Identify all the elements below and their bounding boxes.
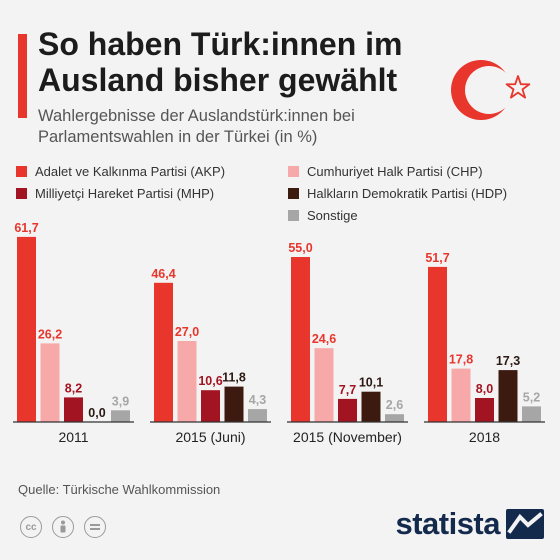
brand-name: statista [395,506,500,541]
crescent-star-icon [451,60,531,120]
license-icons: cc [20,516,106,538]
bar-chart: 61,7 26,2 8,2 0,0 3,9 2011 46,4 27,0 10,6 11,84,3… [13,221,545,445]
statista-mark-icon [506,509,544,539]
bar-sonstige-3 [522,406,541,422]
legend-swatch-hdp [288,188,299,199]
bar-sonstige-2 [385,414,404,422]
bar-chp-2 [314,348,334,422]
data-label-mhp-2: 7,7 [339,383,356,397]
data-label-sonstige-0: 3,9 [112,394,129,408]
legend-label-hdp: Halkların Demokratik Partisi (HDP) [307,186,508,201]
legend-label-mhp: Milliyetçi Hareket Partisi (MHP) [35,186,215,201]
legend-item-sonstige: Sonstige [288,208,358,223]
bar-sonstige-1 [248,409,267,422]
bar-akp-2 [291,257,310,422]
bar-mhp-0 [64,397,83,422]
data-label-mhp-1: 10,6 [198,374,222,388]
bar-akp-3 [428,266,447,422]
nd-icon[interactable] [84,516,106,538]
cc-icon[interactable]: cc [20,516,42,538]
data-label-hdp-2: 10,1 [359,376,383,390]
legend-label-akp: Adalet ve Kalkınma Partisi (AKP) [35,164,226,179]
bar-akp-0 [17,236,36,422]
x-tick-label-3: 2018 [469,429,500,445]
title-accent-bar [18,34,27,118]
bar-sonstige-0 [111,410,130,422]
data-label-mhp-3: 8,0 [476,382,493,396]
bar-hdp-3 [498,370,518,422]
legend-item-chp: Cumhuriyet Halk Partisi (CHP) [288,164,483,179]
data-label-chp-0: 26,2 [38,327,62,341]
source-note: Quelle: Türkische Wahlkommission [18,482,221,497]
data-label-akp-3: 51,7 [425,251,449,265]
data-label-hdp-0: 0,0 [88,406,105,420]
x-tick-label-1: 2015 (Juni) [175,429,245,445]
legend-swatch-chp [288,166,299,177]
chart-legend: Adalet ve Kalkınma Partisi (AKP) Milliye… [16,164,556,234]
data-label-akp-1: 46,4 [151,267,175,281]
legend-label-sonstige: Sonstige [307,208,358,223]
by-icon[interactable] [52,516,74,538]
x-tick-label-0: 2011 [58,429,88,445]
bar-mhp-3 [475,398,494,422]
data-label-akp-0: 61,7 [14,221,38,235]
data-label-akp-2: 55,0 [288,241,312,255]
legend-item-mhp: Milliyetçi Hareket Partisi (MHP) [16,186,214,201]
statista-logo[interactable]: statista [395,506,544,542]
data-label-chp-1: 27,0 [175,325,199,339]
data-label-chp-3: 17,8 [449,353,473,367]
x-tick-label-2: 2015 (November) [293,429,402,445]
legend-item-akp: Adalet ve Kalkınma Partisi (AKP) [16,164,225,179]
legend-swatch-sonstige [288,210,299,221]
data-label-mhp-0: 8,2 [65,381,82,395]
bar-mhp-1 [201,390,220,422]
legend-label-chp: Cumhuriyet Halk Partisi (CHP) [307,164,483,179]
bar-akp-1 [154,282,173,422]
data-label-hdp-1: 11,8 [222,371,246,385]
bar-chp-1 [177,341,197,422]
legend-swatch-mhp [16,188,27,199]
data-label-sonstige-1: 4,3 [249,393,266,407]
data-label-hdp-3: 17,3 [496,354,520,368]
legend-item-hdp: Halkların Demokratik Partisi (HDP) [288,186,507,201]
data-label-sonstige-2: 2,6 [386,398,403,412]
data-label-chp-2: 24,6 [312,332,336,346]
bar-mhp-2 [338,398,357,422]
bar-chp-3 [451,368,471,422]
data-label-sonstige-3: 5,2 [523,390,540,404]
bar-chp-0 [40,343,60,422]
page-title: So haben Türk:innen im Ausland bisher ge… [38,26,403,98]
legend-swatch-akp [16,166,27,177]
page-subtitle: Wahlergebnisse der Auslandstürk:innen be… [38,107,355,146]
bar-hdp-2 [361,391,381,422]
bar-hdp-1 [224,386,244,422]
